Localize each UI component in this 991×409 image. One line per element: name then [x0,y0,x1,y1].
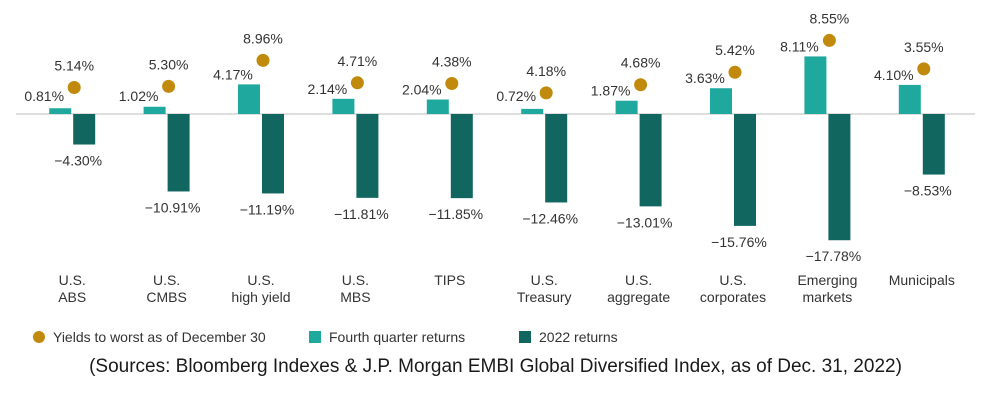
q4-return-label: 8.11% [780,38,819,54]
legend-label: Yields to worst as of December 30 [53,329,266,345]
2022-return-label: −12.46% [522,210,578,226]
category-label: U.S. corporates [700,272,766,305]
q4-return-label: 2.04% [402,82,442,98]
yield-dot [539,86,553,100]
2022-return-bar [73,114,96,145]
2022-return-bar [167,114,190,192]
category-label-line: Emerging [797,272,857,288]
2022-return-bar [734,114,756,226]
q4-return-bar [238,84,260,114]
legend-yield-marker [33,331,45,343]
source-note: (Sources: Bloomberg Indexes & J.P. Morga… [89,356,902,377]
2022-return-bar [262,114,284,194]
category-label-line: TIPS [434,272,465,288]
category-label-line: aggregate [607,289,670,305]
q4-return-label: 0.81% [24,88,64,104]
category-label: U.S. CMBS [146,272,186,305]
q4-return-bar [898,84,921,114]
2022-return-bar [828,114,851,241]
category-label-line: U.S. [531,272,558,288]
category-label-line: U.S. [247,272,274,288]
q4-return-label: 1.87% [591,83,631,99]
q4-return-bar [521,108,544,114]
yield-label: 4.18% [526,63,566,79]
2022-return-bar [639,114,662,207]
2022-return-label: −4.30% [54,153,102,169]
2022-return-bar [450,114,473,199]
q4-return-label: 0.72% [496,88,536,104]
2022-return-label: −11.85% [428,206,483,222]
category-label-line: Municipals [889,272,955,288]
yield-label: 8.96% [243,30,283,46]
category-label-line: high yield [231,289,290,305]
q4-return-label: 4.10% [874,67,914,83]
legend-2022-marker [519,331,531,343]
category-label-line: U.S. [59,272,86,288]
legend-q4-marker [309,331,321,343]
category-label: U.S. high yield [231,272,290,305]
category-label-line: markets [803,289,853,305]
2022-return-bar [922,114,945,175]
q4-return-label: 4.17% [213,66,253,82]
2022-return-label: −8.53% [904,183,952,199]
q4-return-bar [426,99,449,114]
2022-return-label: −10.91% [145,199,201,215]
category-label: U.S. Treasury [517,272,572,305]
q4-return-bar [615,100,638,114]
q4-return-bar [710,88,732,114]
2022-return-bar [356,114,379,198]
category-label-line: U.S. [153,272,180,288]
q4-return-bar [143,106,166,114]
yield-dot [256,53,270,67]
legend-label: 2022 returns [539,329,618,345]
yield-label: 8.55% [810,10,850,26]
yield-dot [728,65,742,79]
category-label-line: ABS [58,289,86,305]
category-label: U.S. MBS [340,272,370,305]
2022-return-bar [545,114,568,203]
yield-label: 5.42% [715,42,755,58]
2022-return-label: −11.19% [240,201,295,217]
yield-dot [67,81,81,95]
q4-return-label: 3.63% [685,70,725,86]
q4-return-bar [804,56,827,114]
legend-label: Fourth quarter returns [329,329,465,345]
category-label: U.S. ABS [58,272,86,305]
category-label-line: U.S. [342,272,369,288]
yield-label: 4.68% [621,55,661,71]
2022-return-label: −17.78% [806,248,862,264]
category-label-line: U.S. [625,272,652,288]
q4-return-bar [49,108,72,114]
yield-label: 5.30% [149,56,189,72]
yield-dot [445,77,459,91]
category-label-line: U.S. [719,272,746,288]
category-label: Municipals [889,272,955,288]
category-label: Emerging markets [797,272,857,305]
yield-dot [350,76,364,90]
2022-return-label: −11.81% [334,206,389,222]
category-label: TIPS [434,272,465,288]
category-label-line: Treasury [517,289,572,305]
yield-label: 4.38% [432,54,472,70]
q4-return-label: 1.02% [119,88,159,104]
yield-dot [162,79,176,93]
2022-return-label: −15.76% [711,234,767,250]
yield-dot [822,33,836,47]
category-label-line: MBS [340,289,370,305]
q4-return-label: 2.14% [308,81,348,97]
category-label-line: corporates [700,289,766,305]
yield-label: 3.55% [904,39,944,55]
q4-return-bar [332,98,355,114]
category-label-line: CMBS [146,289,186,305]
yield-label: 5.14% [54,58,94,74]
yield-dot [917,62,931,76]
yield-label: 4.71% [338,53,378,69]
yield-dot [634,78,648,92]
category-label: U.S. aggregate [607,272,670,305]
2022-return-label: −13.01% [617,214,673,230]
